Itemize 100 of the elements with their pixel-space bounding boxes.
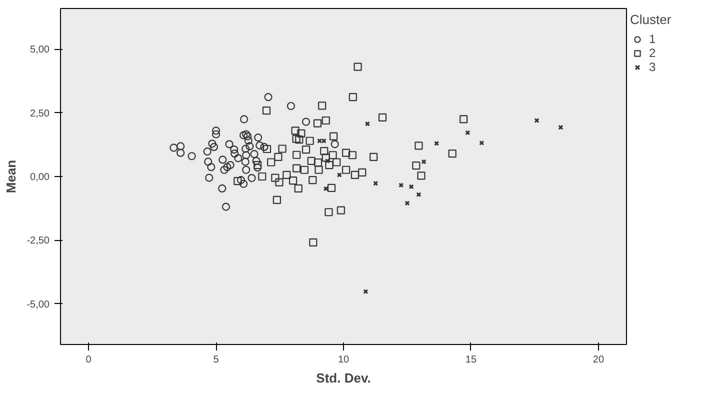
point: [250, 150, 258, 158]
y-tick-label: -2,50: [26, 236, 50, 247]
point: [242, 144, 250, 153]
point: [534, 118, 540, 124]
x-tick-label: 10: [338, 354, 350, 366]
point: [258, 172, 266, 181]
point: [336, 206, 345, 214]
point: [271, 174, 280, 182]
point: [421, 159, 426, 164]
point: [316, 138, 322, 144]
y-tick-label: 5,00: [30, 44, 50, 56]
point: [244, 132, 252, 140]
point: [479, 140, 484, 146]
point: [204, 158, 212, 166]
point: [222, 202, 230, 211]
y-tick-label: 2,50: [30, 108, 50, 120]
point: [295, 136, 304, 144]
point: [318, 102, 326, 110]
y-tick-label: -5,00: [26, 299, 50, 310]
point: [170, 144, 178, 152]
point: [252, 156, 260, 166]
point: [313, 119, 322, 128]
point: [226, 161, 234, 170]
x-tick-label: 5: [213, 354, 220, 366]
point: [212, 130, 220, 138]
point: [278, 144, 286, 153]
point: [348, 93, 357, 102]
point: [416, 192, 422, 198]
x-axis-title: Std. Dev.: [316, 370, 371, 386]
point: [207, 163, 216, 172]
point: [236, 176, 246, 184]
point: [332, 158, 341, 166]
point: [246, 142, 254, 150]
point: [256, 141, 264, 150]
point: [292, 134, 300, 143]
point: [291, 126, 300, 135]
point: [558, 124, 564, 130]
point: [220, 166, 228, 174]
x-tick-label: 15: [465, 354, 477, 366]
point: [272, 196, 282, 204]
point: [358, 168, 366, 176]
point: [264, 93, 272, 102]
point: [378, 113, 387, 122]
point: [308, 176, 317, 184]
point: [294, 184, 302, 193]
point: [230, 150, 239, 158]
point: [292, 164, 301, 172]
point: [330, 140, 339, 148]
point: [324, 158, 330, 164]
x-tick-label: 20: [592, 354, 604, 366]
point: [234, 154, 242, 162]
point: [288, 176, 298, 185]
point: [262, 106, 271, 115]
point: [314, 166, 323, 174]
point: [330, 132, 338, 140]
point: [302, 145, 310, 154]
point: [241, 158, 250, 166]
point: [292, 150, 301, 159]
point: [176, 142, 185, 150]
point: [434, 140, 440, 146]
point: [240, 115, 248, 124]
point: [274, 152, 282, 161]
y-axis-title: Mean: [4, 160, 19, 194]
point: [242, 166, 250, 174]
point: [254, 164, 262, 172]
point: [248, 174, 256, 182]
point: [348, 151, 356, 160]
point: [398, 182, 404, 188]
point: [336, 172, 342, 178]
point: [176, 148, 185, 157]
point: [448, 150, 456, 158]
point: [297, 129, 306, 138]
y-tick-label: 0,00: [30, 172, 50, 183]
point: [309, 238, 318, 246]
point: [363, 288, 368, 294]
point: [210, 142, 218, 152]
point: [230, 145, 238, 154]
point: [314, 158, 322, 167]
point: [188, 152, 196, 160]
point: [465, 130, 470, 136]
point: [342, 166, 350, 174]
legend-label: 3: [649, 60, 657, 74]
point: [320, 146, 328, 156]
point: [240, 180, 248, 188]
point: [414, 142, 423, 150]
point: [302, 118, 310, 126]
point: [306, 136, 314, 145]
point: [234, 177, 242, 186]
point: [240, 131, 248, 140]
point: [300, 166, 309, 174]
point: [370, 152, 378, 161]
point: [262, 144, 272, 154]
point: [254, 160, 262, 170]
point: [254, 134, 262, 142]
point: [417, 172, 426, 180]
point: [373, 180, 378, 186]
point: [364, 121, 370, 126]
point: [354, 62, 362, 71]
point: [327, 184, 336, 192]
point: [328, 151, 337, 160]
